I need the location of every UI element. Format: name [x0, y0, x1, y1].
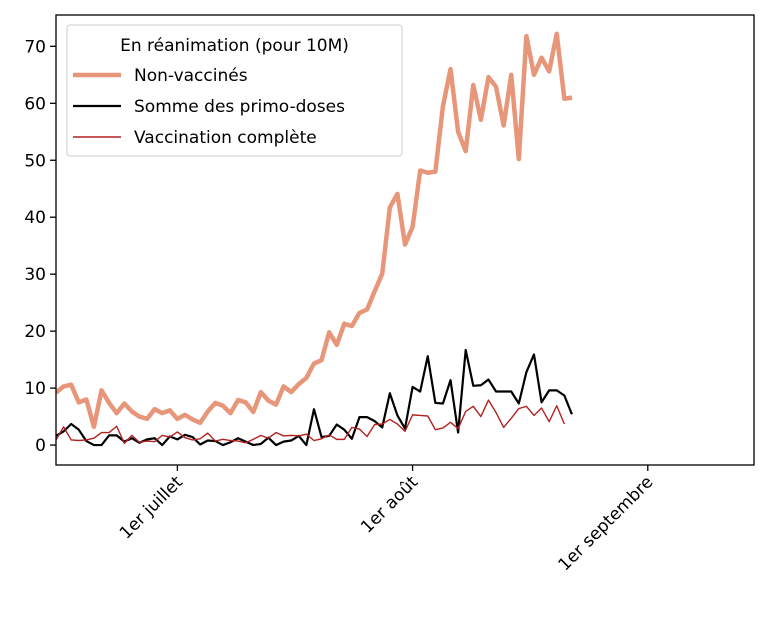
y-tick-label: 20	[24, 322, 46, 342]
x-tick-label: 1er juillet	[116, 472, 187, 543]
y-tick-label: 0	[35, 436, 46, 456]
y-tick-label: 40	[24, 208, 46, 228]
plot-area	[56, 31, 573, 447]
y-tick-label: 30	[24, 265, 46, 285]
y-tick-label: 60	[24, 94, 46, 114]
series-line-1	[56, 31, 573, 430]
y-tick-label: 50	[24, 151, 46, 171]
y-tick-label: 10	[24, 379, 46, 399]
legend-label: Somme des primo-doses	[134, 97, 345, 117]
legend-label: Vaccination complète	[134, 128, 317, 148]
y-tick-label: 70	[24, 37, 46, 57]
plot-frame	[55, 14, 755, 466]
series-line-3	[56, 399, 565, 445]
x-tick-label: 1er septembre	[555, 472, 658, 575]
legend-label: Non-vaccinés	[134, 66, 248, 86]
legend-title: En réanimation (pour 10M)	[120, 36, 349, 56]
x-tick-label: 1er août	[357, 472, 422, 537]
legend-box	[66, 24, 403, 157]
legend: En réanimation (pour 10M) Non-vaccinés Som…	[66, 24, 403, 157]
